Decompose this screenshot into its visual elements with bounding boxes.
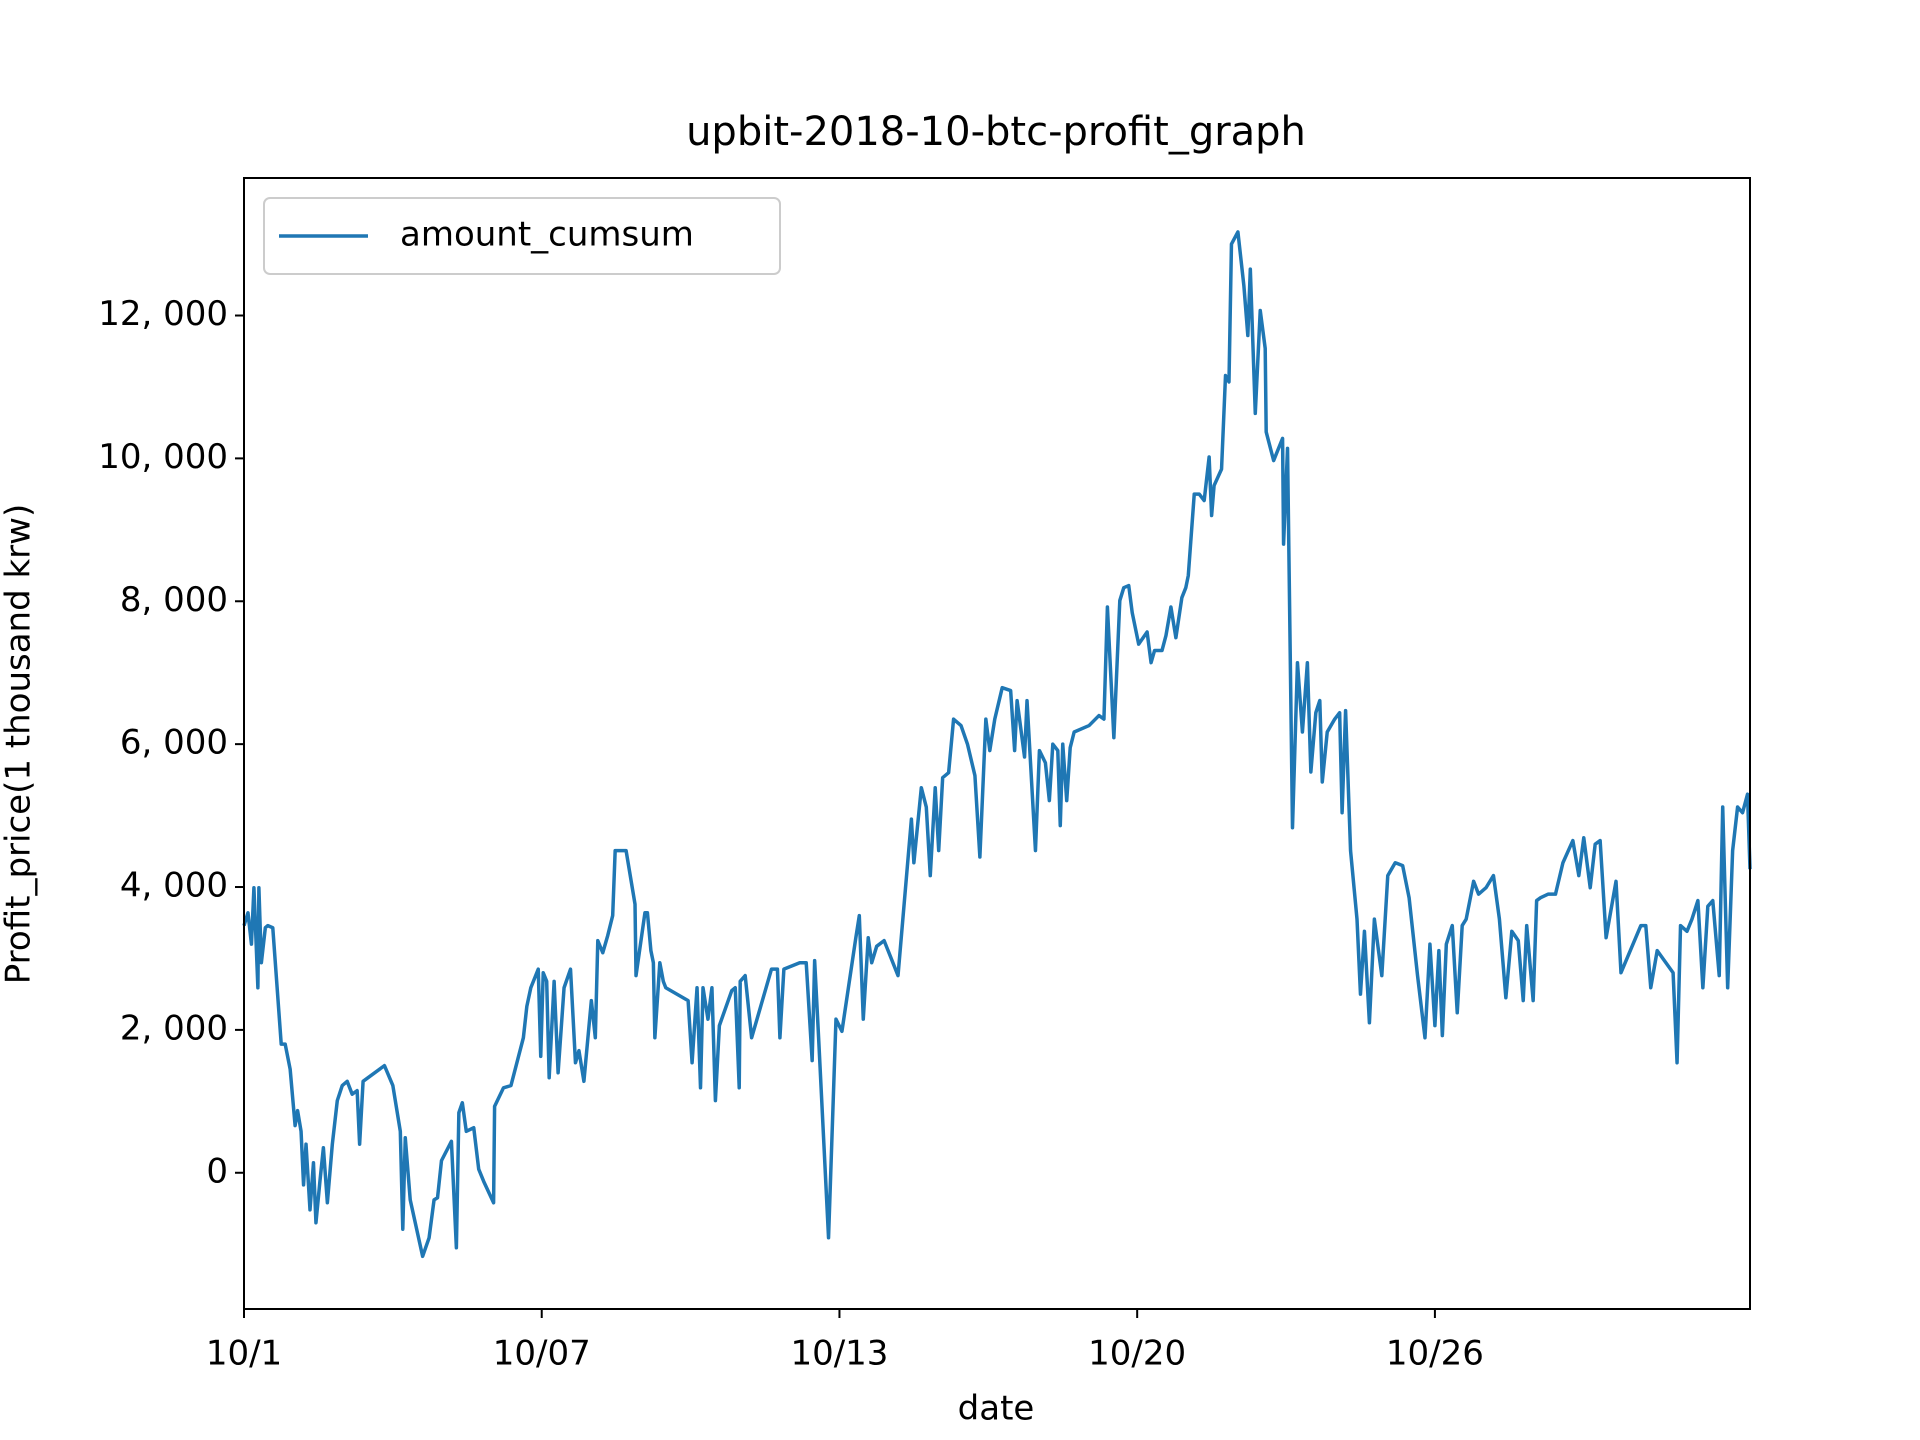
x-tick-label: 10/13 — [790, 1334, 888, 1374]
legend-label: amount_cumsum — [400, 215, 694, 255]
y-tick-label: 10, 000 — [98, 437, 228, 477]
x-tick-label: 10/26 — [1386, 1334, 1484, 1374]
y-tick-label: 0 — [206, 1151, 228, 1191]
y-tick-label: 8, 000 — [120, 580, 228, 620]
y-tick-label: 2, 000 — [120, 1008, 228, 1048]
y-tick-label: 12, 000 — [98, 294, 228, 334]
legend-box — [263, 197, 781, 275]
x-tick-label: 10/1 — [206, 1334, 282, 1374]
y-tick-label: 6, 000 — [120, 723, 228, 763]
y-tick-label: 4, 000 — [120, 866, 228, 906]
plot-frame — [243, 177, 1751, 1310]
chart-title: upbit-2018-10-btc-profit_graph — [686, 109, 1306, 155]
x-tick-label: 10/07 — [493, 1334, 591, 1374]
x-axis-label: date — [958, 1389, 1035, 1429]
data-line — [242, 230, 1752, 1259]
y-axis-label: Profit_price(1 thousand krw) — [0, 504, 39, 984]
x-tick-label: 10/20 — [1088, 1334, 1186, 1374]
